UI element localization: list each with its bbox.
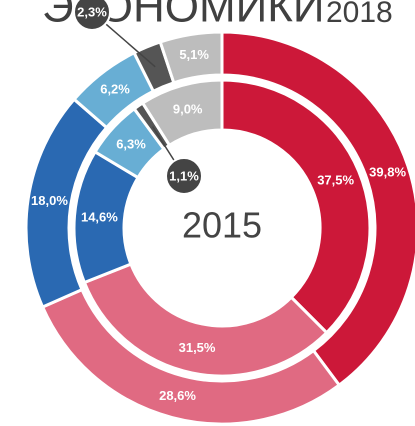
center-label: 2015 — [182, 205, 262, 246]
donut-slice — [140, 78, 224, 148]
data-label: 2,3% — [77, 4, 107, 19]
donut-slice — [82, 262, 329, 378]
data-label: 6,2% — [100, 82, 130, 97]
data-label: 5,1% — [179, 47, 209, 62]
data-label: 28,6% — [159, 388, 196, 403]
callout-badge — [165, 157, 203, 195]
callout-badge — [73, 0, 111, 31]
data-label: 6,3% — [116, 137, 146, 152]
data-label: 9,0% — [173, 101, 203, 116]
donut-slice — [220, 30, 415, 388]
data-label: 14,6% — [81, 209, 118, 224]
donut-slice — [220, 78, 372, 335]
data-label: 37,5% — [317, 172, 354, 187]
data-label: 1,1% — [169, 168, 199, 183]
data-label: 31,5% — [179, 340, 216, 355]
data-label: 18,0% — [31, 193, 68, 208]
data-label: 39,8% — [369, 164, 406, 179]
donut-slice — [158, 30, 224, 85]
outer-ring-label: 2018 — [326, 0, 393, 29]
